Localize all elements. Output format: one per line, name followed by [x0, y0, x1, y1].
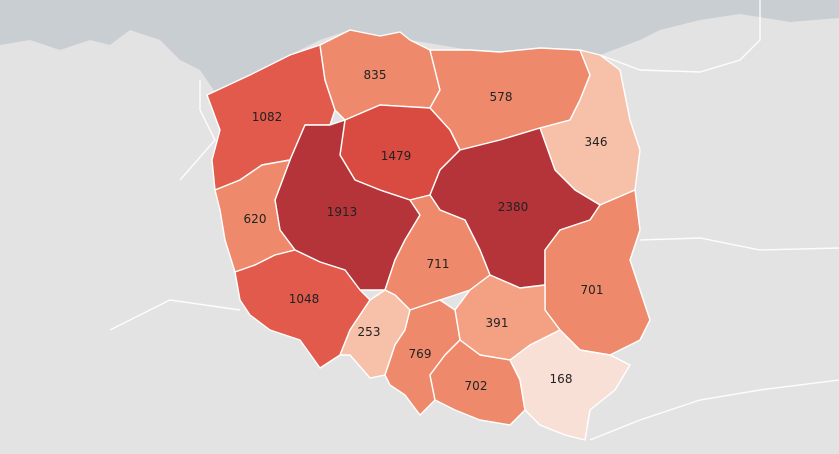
- value-label-opolskie: 253: [358, 325, 381, 339]
- value-label-zachodniopomorskie: 1082: [252, 110, 283, 124]
- baltic-sea: [0, 0, 839, 92]
- value-label-swietokrzyskie: 391: [486, 316, 509, 330]
- value-label-dolnoslaskie: 1048: [289, 292, 320, 306]
- neighbour-border: [589, 379, 839, 441]
- value-label-wielkopolskie: 1913: [327, 205, 358, 219]
- value-label-mazowieckie: 2380: [498, 200, 529, 214]
- region-slaskie[interactable]: [384, 299, 461, 416]
- neighbour-border: [109, 299, 241, 331]
- neighbour-border: [179, 80, 216, 181]
- value-label-slaskie: 769: [409, 347, 432, 361]
- region-malopolskie[interactable]: [429, 339, 526, 426]
- value-label-lubelskie: 701: [581, 283, 604, 297]
- value-label-malopolskie: 702: [465, 379, 488, 393]
- neighbour-border: [599, 0, 761, 73]
- value-label-lubuskie: 620: [244, 212, 267, 226]
- value-label-warminsko-mazurskie: 578: [490, 90, 513, 104]
- neighbour-border: [639, 237, 839, 251]
- value-label-pomorskie: 835: [364, 68, 387, 82]
- value-label-kujawsko-pomorskie: 1479: [381, 149, 412, 163]
- value-label-podlaskie: 346: [585, 135, 608, 149]
- region-podkarpackie[interactable]: [509, 329, 631, 441]
- value-label-podkarpackie: 168: [550, 372, 573, 386]
- value-label-lodzkie: 711: [427, 257, 450, 271]
